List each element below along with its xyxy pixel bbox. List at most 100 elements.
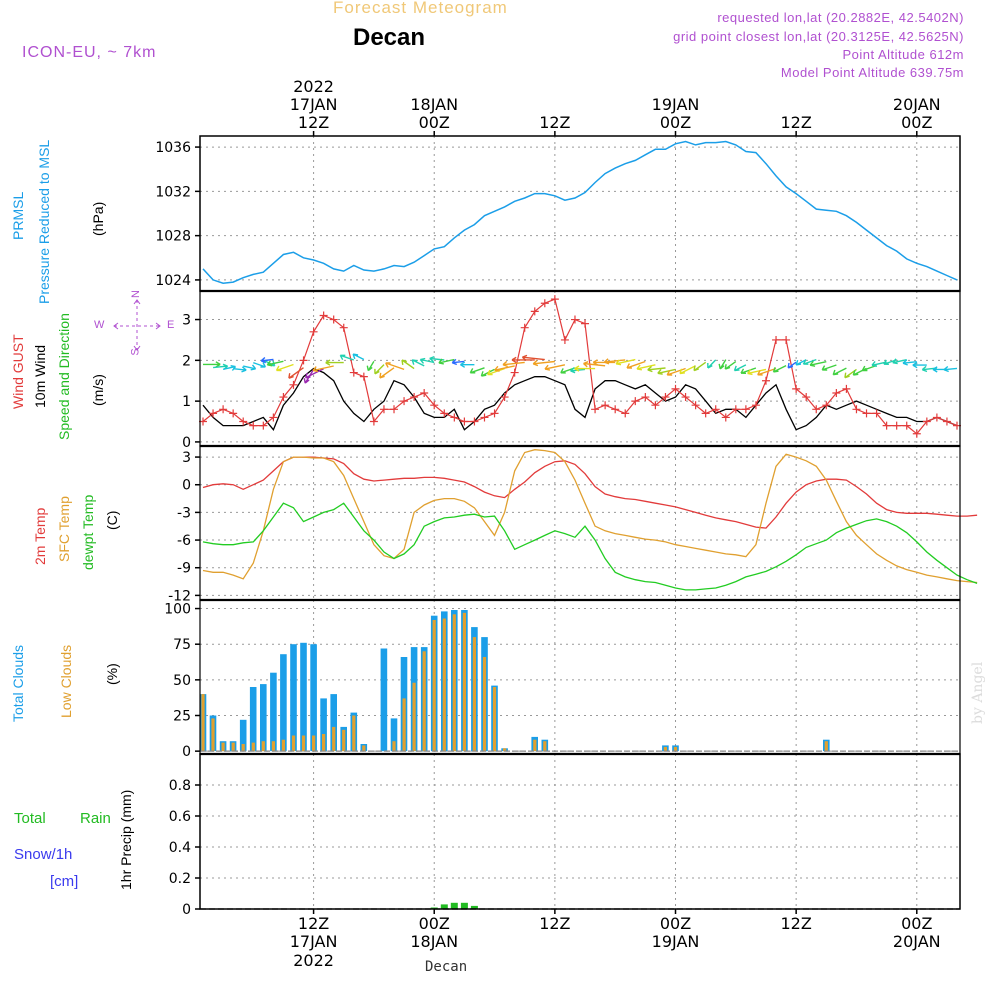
wind-arrow xyxy=(626,360,646,369)
wind-arrow xyxy=(921,365,937,373)
gust-marker xyxy=(942,417,951,426)
gust-marker xyxy=(450,413,459,422)
low-cloud-bar xyxy=(231,742,235,752)
label-sfc-temp: SFC Temp xyxy=(56,496,72,562)
total-cloud-bar xyxy=(471,627,478,752)
label-dewpt-temp: dewpt Temp xyxy=(80,494,96,570)
wind-arrow xyxy=(647,365,666,373)
total-cloud-bar xyxy=(209,715,217,752)
low-cloud-bar xyxy=(824,741,828,752)
wind-arrow xyxy=(943,365,958,373)
ytick-label: 1024 xyxy=(155,273,191,289)
gust-marker xyxy=(782,335,791,344)
gust-marker xyxy=(390,405,399,414)
total-cloud-bar xyxy=(260,684,267,752)
low-cloud-bar xyxy=(462,612,466,752)
gust-marker xyxy=(812,405,821,414)
low-cloud-bar xyxy=(301,735,306,752)
gust-marker xyxy=(239,417,248,426)
wind-arrow xyxy=(821,364,837,371)
wind-arrow xyxy=(275,363,294,372)
ytick-label: 1032 xyxy=(155,184,191,200)
dewpt-line xyxy=(202,502,978,591)
top-date-label: 19JAN xyxy=(652,95,700,114)
model-altitude: Model Point Altitude 639.75m xyxy=(780,65,964,80)
gust-marker xyxy=(249,421,258,430)
gust-marker xyxy=(540,299,549,308)
low-cloud-bar xyxy=(432,620,436,752)
gust-marker xyxy=(611,405,620,414)
gust-marker xyxy=(832,388,841,397)
gust-marker xyxy=(329,315,338,324)
gust-marker xyxy=(359,372,368,381)
ytick-label: 0.4 xyxy=(169,840,191,856)
panel-frame xyxy=(199,599,961,755)
wind-arrow xyxy=(260,356,274,364)
low-cloud-bar xyxy=(342,729,346,752)
total-cloud-bar xyxy=(380,648,388,752)
total-cloud-bar xyxy=(270,672,277,752)
wind-arrow xyxy=(494,365,515,372)
wind-arrow xyxy=(266,360,284,367)
wind-arrow xyxy=(844,368,857,379)
gust-marker xyxy=(842,384,851,393)
gust-marker xyxy=(219,405,228,414)
wind-arrow xyxy=(532,359,555,367)
gust-marker xyxy=(922,417,931,426)
top-year-label: 2022 xyxy=(293,77,334,96)
wind-arrow xyxy=(429,355,445,363)
gust-marker xyxy=(319,311,328,320)
ytick-label: 75 xyxy=(173,637,191,653)
gust-marker xyxy=(932,413,941,422)
top-hour-label: 00Z xyxy=(901,113,932,132)
wind-arrow xyxy=(511,356,535,364)
total-cloud-bar xyxy=(320,698,327,752)
bottom-year-label: 2022 xyxy=(293,951,334,970)
wind-arrow xyxy=(419,357,435,364)
wind-arrow xyxy=(592,359,616,366)
total-cloud-bar xyxy=(290,644,297,752)
ytick-label: 1 xyxy=(182,394,191,410)
wind-arrow xyxy=(570,367,586,374)
wind-arrow xyxy=(544,364,566,371)
wind-arrow xyxy=(222,365,237,371)
wind-arrow xyxy=(636,364,656,371)
wind-arrow xyxy=(521,354,545,362)
gust-marker xyxy=(731,405,740,414)
low-cloud-bar xyxy=(422,651,426,752)
gust-marker xyxy=(792,384,801,393)
wind-arrow xyxy=(693,361,707,372)
low-cloud-bar xyxy=(663,746,667,752)
wind-arrow xyxy=(802,358,817,365)
total-cloud-bar xyxy=(199,694,207,752)
low-cloud-bar xyxy=(281,739,285,752)
total-cloud-bar xyxy=(461,610,468,752)
panel-frame xyxy=(199,445,961,601)
wind-arrow xyxy=(233,366,247,373)
wind-arrow xyxy=(401,359,415,370)
label-10m-wind: 10m Wind xyxy=(32,344,48,408)
bottom-hour-label: 00Z xyxy=(660,914,691,933)
label-total-clouds: Total Clouds xyxy=(10,644,26,722)
compass-rose-icon xyxy=(113,299,161,351)
wind-arrow xyxy=(480,368,495,377)
label-2m-temp: 2m Temp xyxy=(32,507,48,565)
ytick-label: -9 xyxy=(177,561,191,577)
compass-e-label: E xyxy=(167,319,175,331)
wind-arrow xyxy=(615,358,636,366)
wind-arrow xyxy=(325,359,344,366)
bottom-date-label: 19JAN xyxy=(652,932,700,951)
wind-arrow xyxy=(243,364,257,371)
gust-marker xyxy=(751,401,760,410)
top-hour-label: 00Z xyxy=(660,113,691,132)
total-cloud-bar xyxy=(441,611,448,752)
bottom-hour-label: 12Z xyxy=(539,914,570,933)
wind-arrow xyxy=(679,365,696,375)
total-cloud-bar xyxy=(340,726,347,752)
gust-marker xyxy=(299,356,308,365)
total-cloud-bar xyxy=(491,685,498,752)
ytick-label: 3 xyxy=(182,313,191,329)
label-prmsl: PRMSL xyxy=(10,191,26,240)
wind-arrow xyxy=(809,360,827,367)
